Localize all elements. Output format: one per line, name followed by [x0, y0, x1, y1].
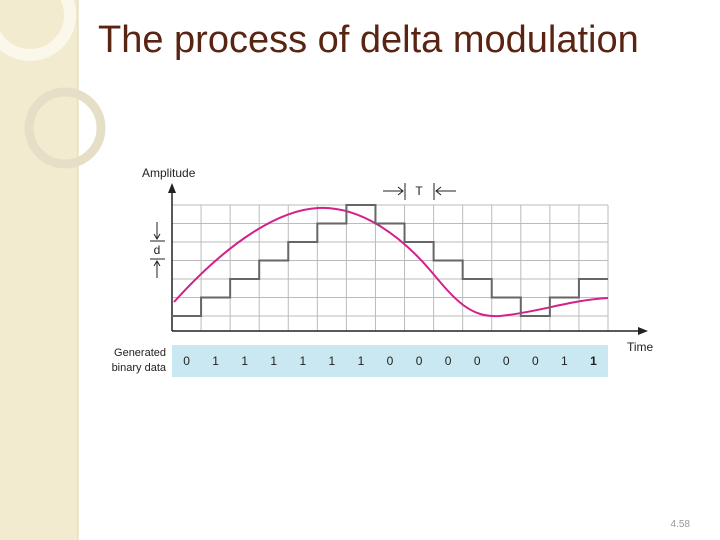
bit: 0 — [387, 354, 394, 368]
marker-arrows — [383, 186, 456, 196]
bit: 0 — [183, 354, 190, 368]
title: The process of delta modulation — [98, 19, 639, 61]
bit: 1 — [590, 354, 597, 368]
staircase — [172, 204, 608, 317]
x-axis-label: Time — [627, 340, 654, 354]
arrow — [168, 183, 176, 193]
bit: 0 — [445, 354, 452, 368]
y-axis-label: Amplitude — [142, 166, 196, 180]
decor-circle — [24, 87, 106, 169]
bit: 1 — [329, 354, 336, 368]
bit: 1 — [299, 354, 306, 368]
data-label: binary data — [112, 362, 167, 374]
page-number: 4.58 — [671, 519, 691, 530]
bits-row — [172, 345, 608, 377]
bit: 0 — [503, 354, 510, 368]
data-label: Generated — [114, 347, 166, 359]
step-marker — [150, 222, 165, 278]
bit: 1 — [358, 354, 365, 368]
bit: 0 — [474, 354, 481, 368]
period-label: T — [415, 184, 423, 198]
bit: 1 — [561, 354, 568, 368]
bit: 0 — [416, 354, 423, 368]
step-label: d — [154, 243, 161, 257]
arrow — [638, 327, 648, 335]
bit: 0 — [532, 354, 539, 368]
bit: 1 — [241, 354, 248, 368]
bit: 1 — [270, 354, 277, 368]
bit: 1 — [212, 354, 219, 368]
side-band — [0, 0, 78, 540]
analog-signal — [173, 206, 609, 318]
decor-circle — [0, 0, 76, 61]
